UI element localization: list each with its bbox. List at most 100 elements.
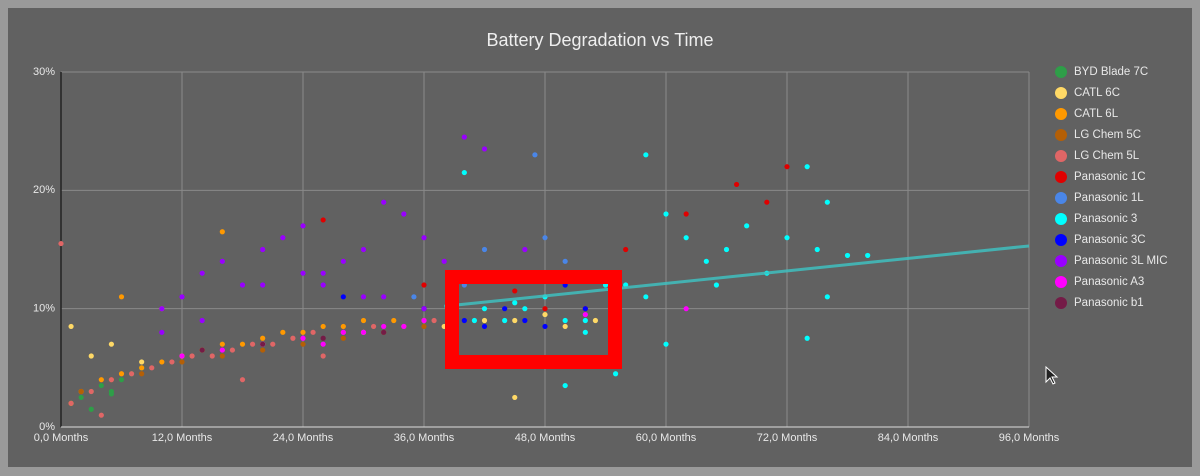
data-point — [88, 406, 94, 412]
x-tick-label: 24,0 Months — [273, 432, 334, 444]
data-point — [360, 317, 367, 324]
legend-label: CATL 6C — [1074, 87, 1120, 99]
legend-label: Panasonic 1C — [1074, 171, 1146, 183]
x-tick-label: 60,0 Months — [636, 432, 697, 444]
x-tick-label: 72,0 Months — [757, 432, 818, 444]
data-point — [128, 371, 135, 377]
data-point — [58, 240, 64, 247]
legend-label: Panasonic 3 — [1074, 213, 1137, 225]
data-point — [582, 311, 588, 318]
data-point — [260, 246, 266, 253]
data-point — [471, 317, 478, 324]
data-point — [320, 341, 326, 347]
data-point — [139, 371, 145, 377]
legend-marker — [1055, 234, 1067, 246]
data-point — [219, 341, 225, 347]
data-point — [522, 246, 528, 253]
data-point — [209, 353, 215, 359]
data-point — [381, 199, 387, 205]
legend-label: CATL 6L — [1074, 108, 1119, 120]
y-tick-label: 0% — [39, 421, 55, 433]
data-point — [592, 317, 599, 324]
legend-marker — [1055, 66, 1067, 78]
data-point — [340, 258, 346, 264]
data-point — [118, 294, 125, 300]
data-point — [280, 329, 286, 335]
data-point — [481, 306, 488, 312]
data-point — [219, 347, 225, 353]
data-point — [683, 211, 689, 217]
legend-marker — [1055, 255, 1067, 267]
legend-marker — [1055, 150, 1067, 162]
x-tick-label: 96,0 Months — [999, 432, 1060, 444]
data-point — [814, 246, 820, 253]
data-point — [239, 341, 246, 347]
data-point — [502, 317, 508, 324]
legend-marker — [1055, 171, 1067, 183]
data-point — [401, 211, 407, 217]
data-point — [199, 347, 205, 353]
data-point — [865, 252, 871, 259]
data-point — [784, 235, 790, 241]
x-tick-label: 36,0 Months — [394, 432, 455, 444]
data-point — [78, 394, 84, 401]
data-point — [703, 258, 709, 264]
legend-label: Panasonic b1 — [1074, 297, 1144, 309]
data-point — [179, 353, 185, 359]
data-point — [431, 317, 437, 324]
data-point — [391, 317, 397, 324]
data-point — [249, 341, 256, 347]
data-point — [522, 306, 528, 312]
data-point — [149, 365, 155, 371]
data-point — [481, 323, 488, 330]
data-point — [421, 282, 427, 288]
legend-label: Panasonic 3L MIC — [1074, 255, 1168, 267]
x-tick-label: 0,0 Months — [34, 432, 89, 444]
data-point — [421, 235, 427, 241]
data-point — [320, 282, 326, 288]
legend-marker — [1055, 87, 1067, 99]
data-point — [159, 306, 165, 312]
data-point — [199, 270, 205, 276]
data-point — [189, 353, 195, 359]
data-point — [219, 258, 225, 264]
chart-background — [8, 8, 1192, 467]
data-point — [260, 335, 266, 341]
data-point — [512, 317, 518, 324]
data-point — [108, 341, 115, 347]
data-point — [280, 235, 286, 241]
legend-marker — [1055, 213, 1067, 225]
data-point — [219, 353, 225, 359]
data-point — [300, 270, 306, 276]
data-point — [663, 211, 669, 217]
data-point — [340, 323, 346, 330]
data-point — [360, 294, 367, 300]
legend-label: Panasonic 3C — [1074, 234, 1146, 246]
data-point — [512, 288, 518, 294]
data-point — [340, 335, 346, 341]
x-tick-label: 84,0 Months — [878, 432, 939, 444]
data-point — [159, 329, 165, 335]
data-point — [844, 252, 851, 259]
legend-label: BYD Blade 7C — [1074, 66, 1148, 78]
data-point — [522, 317, 528, 324]
data-point — [804, 335, 810, 341]
data-point — [320, 323, 326, 330]
data-point — [411, 294, 417, 300]
data-point — [683, 235, 689, 241]
data-point — [512, 300, 518, 306]
y-tick-label: 20% — [33, 184, 55, 196]
data-point — [98, 382, 104, 389]
legend-label: LG Chem 5L — [1074, 150, 1140, 162]
data-point — [68, 323, 74, 330]
legend-marker — [1055, 297, 1067, 309]
data-point — [582, 306, 588, 312]
data-point — [542, 306, 548, 312]
data-point — [784, 164, 790, 170]
data-point — [542, 311, 548, 318]
data-point — [421, 323, 427, 330]
legend-marker — [1055, 192, 1067, 204]
legend-marker — [1055, 129, 1067, 141]
